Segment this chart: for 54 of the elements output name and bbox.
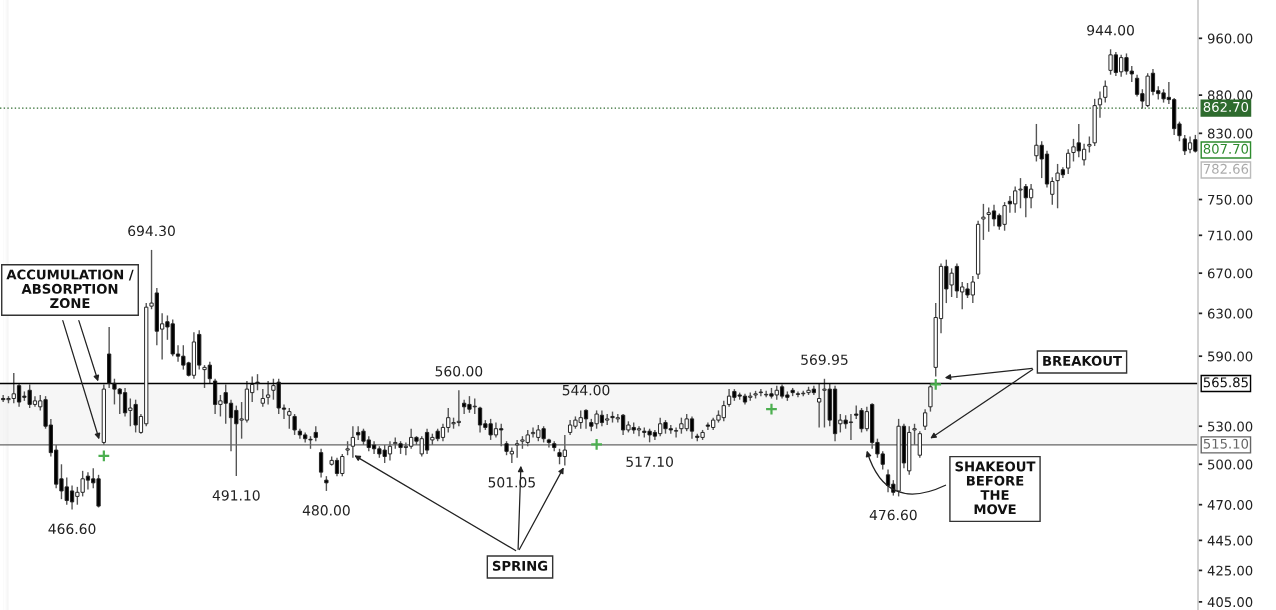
annotation: 694.30 [128, 225, 175, 237]
candlestick [265, 380, 271, 406]
point [929, 377, 943, 391]
annotation: 476.60 [869, 509, 917, 521]
annotation: 544.00 [562, 384, 610, 396]
annotation: ACCUMULATION / ABSORPTION ZONE [6, 269, 134, 309]
candlestick [318, 448, 324, 479]
annotation: 466.60 [48, 523, 96, 535]
annotation: 944.00 [1087, 24, 1134, 36]
candlestick [287, 407, 292, 430]
point [97, 449, 111, 463]
candlestick [1066, 148, 1071, 175]
annotation: SHAKEOUT BEFORE THE MOVE [955, 461, 1036, 515]
y-tick-label: 710.00 [1208, 230, 1253, 241]
text: 807.70 [1203, 143, 1249, 154]
y-tick-label: 670.00 [1207, 268, 1253, 279]
candlestick [922, 408, 928, 431]
annotation: 560.00 [435, 365, 483, 377]
text: 782.66 [1203, 163, 1249, 174]
candlestick [817, 382, 822, 429]
annotation: 480.00 [302, 505, 350, 516]
y-tick-label: 960.00 [1207, 33, 1253, 44]
candlestick [292, 413, 297, 436]
y-tick-label: 500.00 [1208, 459, 1253, 470]
annotation: 569.95 [801, 354, 848, 365]
y-tick-label: 530.00 [1208, 421, 1253, 432]
y-tick-label: 830.00 [1207, 128, 1253, 139]
candlestick [1097, 90, 1103, 119]
y-tick-label: 445.00 [1207, 535, 1253, 546]
point [590, 437, 604, 451]
y-tick-label: 590.00 [1208, 351, 1253, 362]
candlestick [673, 426, 679, 439]
y-tick-label: 630.00 [1207, 308, 1253, 319]
candlestick [515, 439, 520, 459]
y-tick-label: 405.00 [1207, 597, 1253, 608]
annotation: SPRING [492, 560, 548, 571]
y-tick-label: 880.00 [1207, 90, 1253, 101]
y-tick-label: 750.00 [1208, 194, 1253, 205]
point [764, 402, 778, 416]
candlestick [1028, 183, 1034, 209]
ref-line-label: 565.85 [1203, 377, 1248, 388]
candlestick [917, 430, 922, 459]
annotation: BREAKOUT [1043, 355, 1122, 366]
y-tick-label: 470.00 [1207, 499, 1253, 510]
candlestick [260, 388, 265, 408]
candlestick [758, 388, 763, 397]
candlestick [912, 423, 917, 446]
ref-line-label: 515.10 [1203, 438, 1249, 449]
candlestick [1103, 79, 1108, 104]
y-tick-label: 425.00 [1207, 565, 1253, 576]
ref-line-label: 862.70 [1203, 101, 1249, 112]
annotation: 517.10 [626, 456, 673, 467]
annotation: 491.10 [212, 490, 260, 501]
candlestick [981, 203, 986, 241]
